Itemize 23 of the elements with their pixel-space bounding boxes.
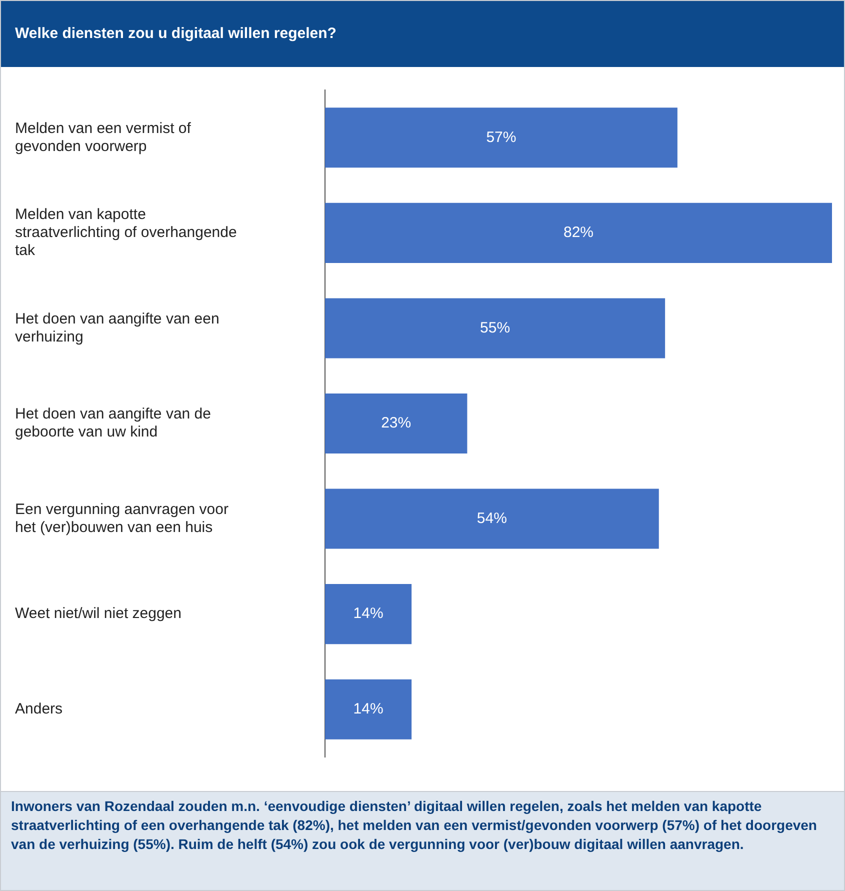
- text: Welke diensten zou u digitaal willen regelen?: [1, 1, 844, 67]
- y-tick-label: Het doen van aangifte van de geboorte van uw kind: [15, 406, 211, 441]
- data-label: 14%: [353, 605, 384, 622]
- bar: [325, 679, 412, 740]
- data-label: 23%: [381, 414, 412, 432]
- bar: [325, 298, 666, 358]
- bar: [325, 108, 678, 168]
- y-tick-label: Het doen van aangifte van een verhuizing: [15, 310, 220, 346]
- data-label: 57%: [486, 128, 516, 146]
- text: Inwoners van Rozendaal zouden m.n. ‘eenvoudige diensten’ digitaal willen regelen, zoals het melden van kapotte straatverlichting of een overhangende tak (82%), het melden van een vermist/gevonden voorwerp (57%) of het doorgeven van de verhuizing (55%). Ruim de helft (54%) zou ook de vergunning voor (ver)bouw digitaal willen aanvragen.: [1, 791, 844, 890]
- y-tick-label: Melden van kapotte straatverlichting of overhangende tak: [15, 206, 237, 260]
- data-label: 54%: [476, 510, 507, 527]
- data-label: 55%: [480, 319, 510, 336]
- bar: [325, 488, 659, 549]
- bar: [325, 393, 468, 454]
- data-label: 82%: [563, 224, 594, 242]
- y-tick-label: Melden van een vermist of gevonden voorwerp: [15, 120, 192, 155]
- bar: [325, 202, 832, 263]
- bar: [325, 584, 412, 644]
- y-tick-label: Weet niet/wil niet zeggen: [15, 605, 182, 622]
- y-tick-label: Anders: [15, 700, 63, 718]
- y-tick-label: Een vergunning aanvragen voor het (ver)bouwen van een huis: [15, 500, 228, 536]
- data-label: 14%: [353, 700, 384, 718]
